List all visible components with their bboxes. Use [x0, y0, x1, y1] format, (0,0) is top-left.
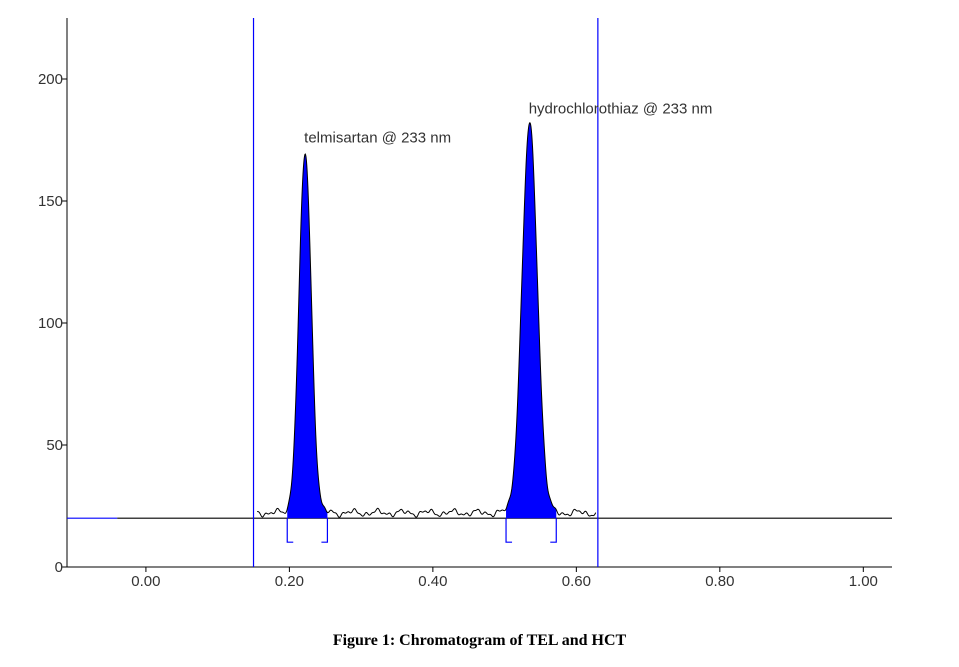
chromatogram-chart: 0 50 100 150 200 0.00 0.20 0.40 0.60 0.80 1.00 telm…: [38, 18, 892, 590]
peak-fill-1: [287, 154, 328, 519]
chromatogram-svg: 0 50 100 150 200 0.00 0.20 0.40 0.60 0.80 1.00 telm…: [38, 18, 892, 590]
x-tick-label: 0.20: [275, 573, 304, 590]
y-tick-label: 150: [38, 193, 63, 210]
y-tick-label: 0: [55, 559, 63, 576]
integration-start-marker-1: [286, 518, 294, 543]
integration-end-marker-2: [550, 518, 557, 543]
figure-caption: Figure 1: Chromatogram of TEL and HCT: [332, 632, 627, 649]
x-tick-label: 0.40: [418, 573, 447, 590]
integration-start-marker-2: [505, 518, 513, 543]
y-tick-label: 200: [38, 71, 63, 88]
peak-fill-2: [506, 122, 557, 519]
signal-trace: [257, 122, 597, 518]
x-tick-label: 0.60: [562, 573, 591, 590]
integration-end-marker-1: [321, 518, 329, 543]
y-tick-label: 50: [46, 437, 63, 454]
peak-label-1: telmisartan @ 233 nm: [304, 130, 451, 147]
x-tick-label: 1.00: [849, 573, 878, 590]
peak-label-2: hydrochlorothiaz @ 233 nm: [529, 100, 713, 117]
x-tick-label: 0.00: [131, 573, 160, 590]
y-tick-label: 100: [38, 315, 63, 332]
x-tick-label: 0.80: [705, 573, 734, 590]
